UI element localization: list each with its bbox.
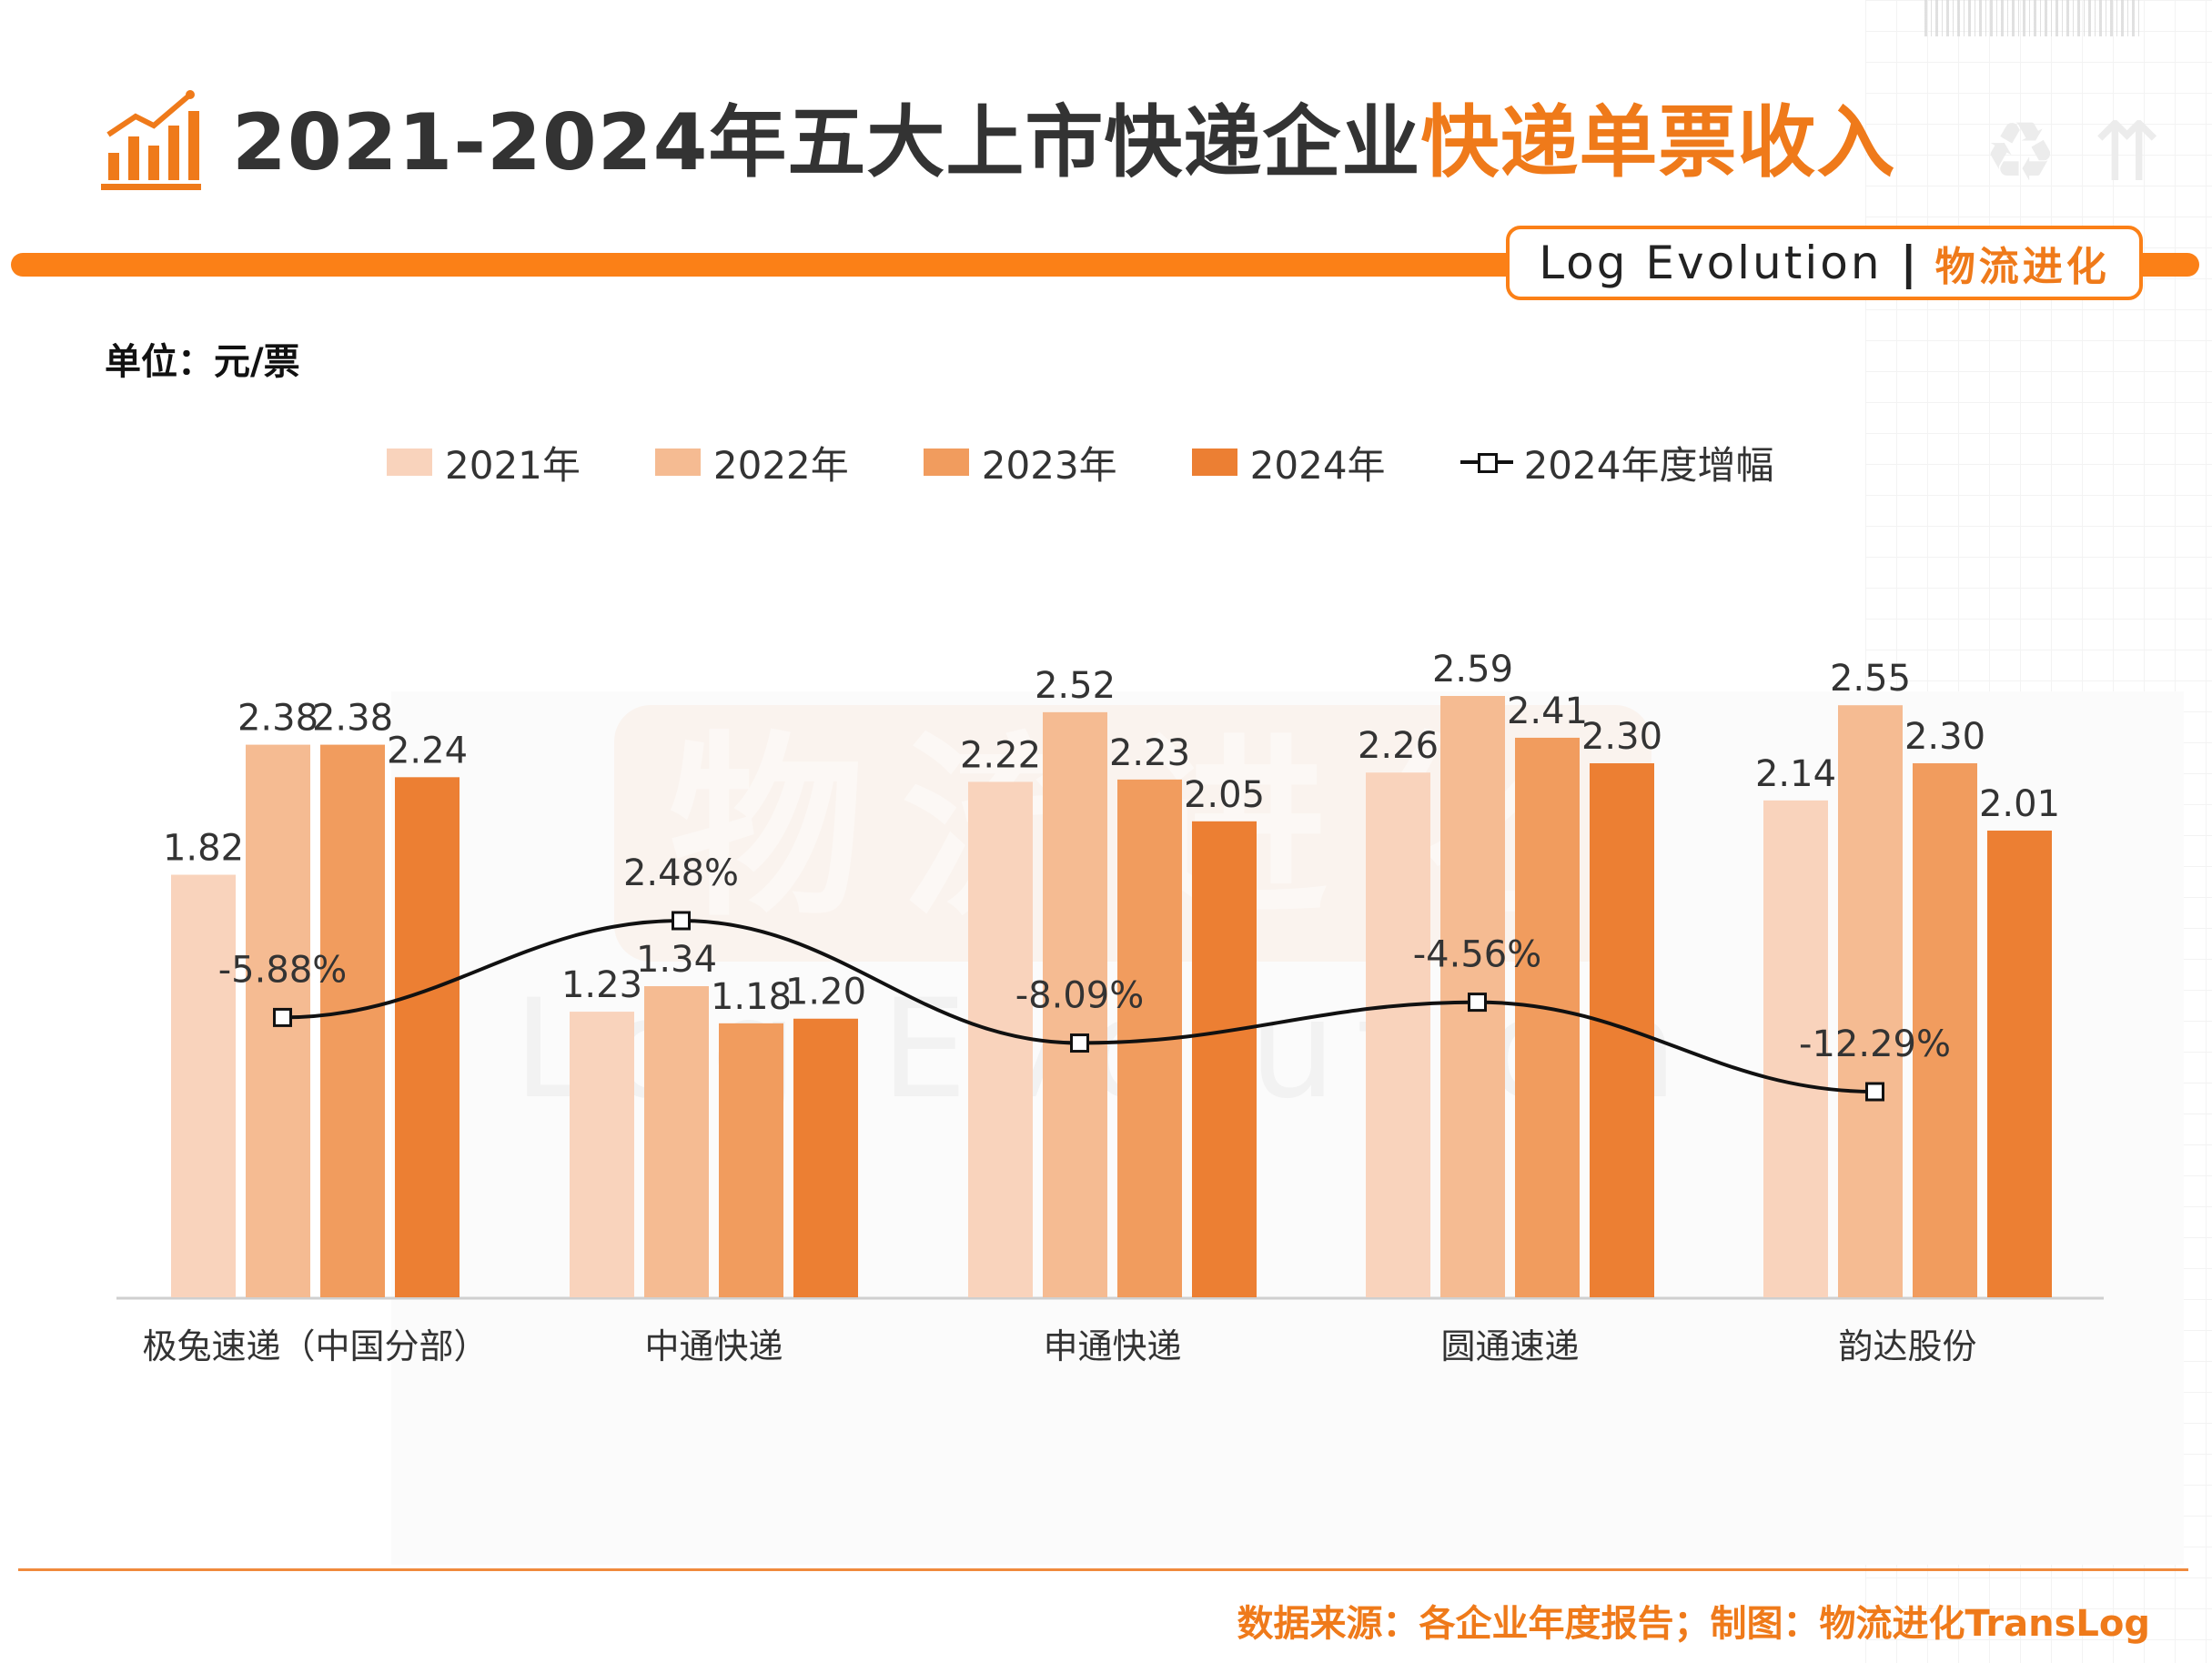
bar-value-label: 1.18: [711, 976, 792, 1018]
bar-2: [644, 986, 709, 1297]
bar-value-label: 1.23: [561, 964, 642, 1006]
growth-point: [273, 1007, 292, 1027]
bar-value-label: 2.41: [1507, 690, 1588, 732]
bar-value-label: 1.34: [636, 939, 717, 981]
legend-item-2023: 2023年: [923, 435, 1117, 490]
growth-label: -5.88%: [218, 949, 348, 991]
brand-badge: Log Evolution | 物流进化: [1506, 226, 2143, 300]
legend-label: 2024年: [1249, 442, 1386, 488]
legend-swatch: [654, 449, 701, 476]
legend-label: 2024年度增幅: [1523, 442, 1774, 488]
legend-label: 2023年: [981, 442, 1117, 488]
bar-value-label: 2.22: [960, 734, 1041, 776]
bar-value-label: 2.55: [1830, 658, 1911, 700]
bar-1: [968, 781, 1033, 1297]
bar-value-label: 2.38: [237, 698, 318, 740]
growth-point: [1865, 1082, 1884, 1102]
bar-value-label: 2.24: [387, 730, 468, 771]
bar-value-label: 1.82: [163, 828, 244, 870]
legend-swatch: [1191, 449, 1237, 476]
legend-label: 2022年: [712, 442, 849, 488]
legend-swatch: [923, 449, 969, 476]
page-title: 2021-2024年五大上市快递企业快递单票收入: [232, 91, 1895, 196]
bar-value-label: 2.30: [1581, 716, 1662, 758]
legend-line-marker: [1460, 449, 1513, 476]
bar-value-label: 2.52: [1035, 665, 1116, 707]
title-main: 2021-2024年五大上市快递企业: [232, 97, 1421, 188]
bar-1: [1366, 772, 1430, 1297]
bar-4: [1590, 763, 1654, 1297]
x-tick-label: 申通快递: [1043, 1326, 1181, 1366]
bar-3: [1913, 763, 1977, 1297]
bar-value-label: 2.23: [1109, 732, 1190, 774]
bar-3: [719, 1023, 783, 1297]
bar-value-label: 2.38: [312, 698, 393, 740]
up-arrow-icon: ⇈: [2093, 105, 2162, 200]
bar-4: [793, 1018, 858, 1297]
bar-value-label: 2.30: [1904, 716, 1985, 758]
growth-point: [1468, 993, 1487, 1013]
bar-1: [570, 1012, 634, 1297]
bar-2: [1043, 711, 1107, 1297]
legend-item-2024: 2024年: [1191, 435, 1386, 490]
bar-4: [1987, 831, 2052, 1297]
chart-legend: 2021年 2022年 2023年 2024年 2024年度增幅: [387, 435, 1773, 489]
bar-value-label: 1.20: [785, 972, 866, 1013]
bar-value-label: 2.59: [1432, 649, 1513, 690]
x-tick-label: 圆通速递: [1440, 1326, 1579, 1366]
bar-value-label: 2.05: [1184, 774, 1265, 816]
legend-swatch: [387, 449, 432, 476]
bar-2: [1838, 705, 1903, 1297]
unit-label: 单位：元/票: [105, 341, 300, 383]
legend-item-2021: 2021年: [387, 435, 581, 490]
bar-chart-icon: [101, 90, 201, 190]
x-tick-label: 中通快递: [644, 1326, 783, 1366]
bar-3: [1515, 737, 1580, 1297]
brand-name-en: Log Evolution: [1539, 237, 1883, 289]
growth-label: 2.48%: [623, 852, 739, 894]
bar-4: [1192, 821, 1257, 1297]
barcode-decoration: [1924, 0, 2143, 36]
data-source-footer: 数据来源：各企业年度报告；制图：物流进化TransLog: [1237, 1603, 2151, 1645]
legend-item-growth-line: 2024年度增幅: [1460, 435, 1774, 490]
growth-point: [672, 911, 691, 931]
growth-label: -4.56%: [1413, 934, 1542, 976]
footer-divider: [18, 1568, 2188, 1571]
legend-item-2022: 2022年: [654, 435, 849, 490]
bar-value-label: 2.14: [1755, 753, 1836, 795]
bar-4: [395, 777, 460, 1297]
bar-1: [171, 874, 236, 1297]
recycle-icon: ♻: [1984, 105, 2057, 200]
growth-point: [1070, 1033, 1089, 1053]
bar-1: [1763, 800, 1828, 1297]
growth-label: -12.29%: [1799, 1023, 1951, 1065]
x-tick-label: 韵达股份: [1838, 1326, 1976, 1366]
legend-label: 2021年: [445, 442, 581, 488]
bar-3: [320, 744, 385, 1297]
growth-label: -8.09%: [1015, 975, 1145, 1017]
x-tick-label: 极兔速递（中国分部）: [142, 1326, 488, 1366]
bar-value-label: 2.01: [1979, 783, 2060, 825]
bar-value-label: 2.26: [1358, 725, 1439, 767]
title-highlight: 快递单票收入: [1420, 97, 1896, 188]
brand-separator: |: [1900, 237, 1917, 289]
brand-name-cn: 物流进化: [1934, 244, 2110, 290]
